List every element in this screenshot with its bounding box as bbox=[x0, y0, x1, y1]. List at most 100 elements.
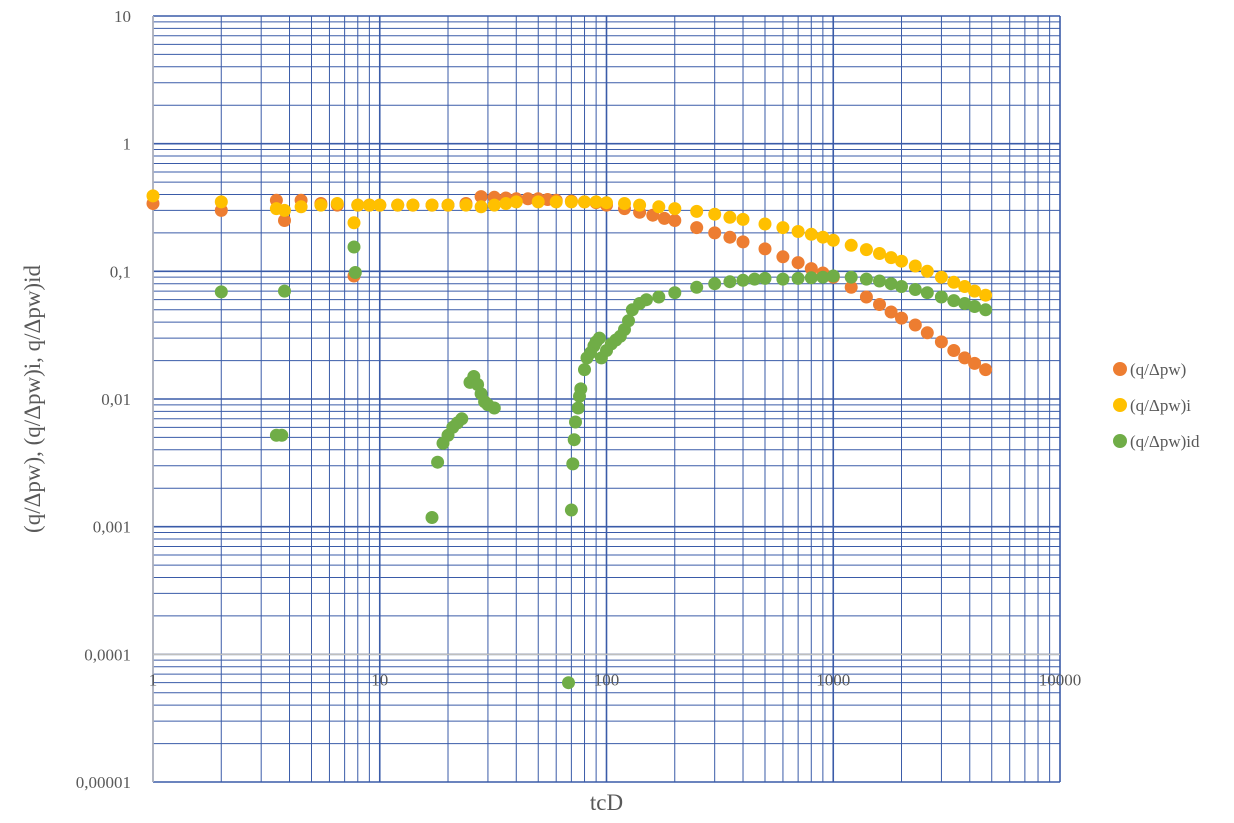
data-point bbox=[708, 207, 722, 221]
data-point bbox=[487, 401, 501, 415]
data-point bbox=[275, 428, 289, 442]
data-point bbox=[826, 233, 840, 247]
data-series bbox=[146, 189, 993, 690]
data-point bbox=[347, 240, 361, 254]
data-point bbox=[592, 331, 606, 345]
data-point bbox=[657, 211, 671, 225]
data-point bbox=[920, 264, 934, 278]
data-point bbox=[736, 273, 750, 287]
legend-label: (q/Δpw) bbox=[1130, 360, 1186, 379]
data-point bbox=[330, 197, 344, 210]
data-point bbox=[776, 221, 790, 235]
data-point bbox=[791, 271, 805, 285]
data-point bbox=[791, 225, 805, 238]
data-point bbox=[804, 227, 818, 241]
data-point bbox=[958, 351, 972, 365]
data-point bbox=[884, 305, 898, 319]
data-point bbox=[668, 202, 682, 216]
data-point bbox=[567, 433, 581, 447]
y-tick-label: 0,001 bbox=[93, 518, 131, 537]
data-point bbox=[314, 198, 328, 212]
data-point bbox=[431, 455, 445, 469]
data-point bbox=[804, 271, 818, 285]
data-point bbox=[639, 293, 653, 307]
data-point bbox=[908, 259, 922, 273]
data-point bbox=[562, 676, 575, 690]
data-point bbox=[690, 280, 704, 294]
data-point bbox=[968, 300, 982, 313]
data-point bbox=[425, 511, 439, 524]
data-point bbox=[979, 288, 993, 302]
data-point bbox=[895, 254, 908, 268]
data-point bbox=[425, 198, 439, 212]
data-point bbox=[873, 298, 886, 311]
data-point bbox=[578, 363, 591, 377]
y-tick-label: 0,01 bbox=[101, 390, 131, 409]
series-2 bbox=[146, 189, 993, 302]
x-tick-label: 10000 bbox=[1039, 670, 1082, 689]
data-point bbox=[455, 412, 469, 426]
data-point bbox=[934, 335, 948, 349]
data-point bbox=[531, 195, 545, 209]
data-point bbox=[652, 290, 666, 304]
data-point bbox=[873, 274, 886, 288]
y-tick-label: 0,0001 bbox=[84, 645, 131, 664]
data-point bbox=[459, 198, 473, 212]
data-point bbox=[748, 272, 762, 286]
data-point bbox=[968, 356, 982, 370]
data-point bbox=[564, 503, 578, 517]
x-axis-title: tcD bbox=[590, 790, 623, 815]
data-point bbox=[564, 195, 578, 209]
data-point bbox=[816, 230, 830, 244]
legend-marker bbox=[1113, 434, 1127, 448]
data-point bbox=[278, 284, 291, 298]
data-point bbox=[294, 200, 308, 214]
data-point bbox=[736, 212, 750, 226]
data-point bbox=[844, 238, 858, 252]
y-tick-label: 0,00001 bbox=[76, 773, 131, 792]
data-point bbox=[633, 198, 647, 212]
data-point bbox=[549, 195, 563, 209]
data-point bbox=[947, 275, 961, 289]
data-point bbox=[406, 198, 420, 212]
tick-labels: 10 1 0,1 0,01 0,001 0,0001 0,00001 1 10 100 1000 10… bbox=[76, 7, 1082, 792]
data-point bbox=[668, 214, 682, 227]
data-point bbox=[569, 415, 582, 429]
data-point bbox=[776, 250, 790, 264]
data-point bbox=[920, 326, 934, 340]
data-point bbox=[690, 221, 704, 235]
data-point bbox=[690, 204, 704, 218]
y-axis-title: (q/Δpw), (q/Δpw)i, q/Δpw)id bbox=[20, 265, 45, 533]
data-point bbox=[600, 196, 613, 210]
legend-marker bbox=[1113, 398, 1127, 412]
legend-label: (q/Δpw)id bbox=[1130, 432, 1200, 451]
x-tick-label: 1000 bbox=[816, 670, 850, 689]
data-point bbox=[736, 235, 750, 249]
data-point bbox=[362, 198, 376, 212]
data-point bbox=[979, 363, 993, 377]
legend: (q/Δpw) (q/Δpw)i (q/Δpw)id bbox=[1113, 360, 1200, 451]
data-point bbox=[895, 311, 908, 325]
grid bbox=[152, 15, 1061, 783]
data-point bbox=[816, 270, 830, 284]
data-point bbox=[934, 290, 948, 304]
legend-item: (q/Δpw)id bbox=[1113, 432, 1200, 451]
data-point bbox=[844, 280, 858, 294]
data-point bbox=[958, 297, 972, 310]
data-point bbox=[826, 269, 840, 283]
y-tick-label: 10 bbox=[114, 7, 131, 26]
data-point bbox=[934, 270, 948, 284]
data-point bbox=[776, 272, 790, 286]
data-point bbox=[578, 195, 591, 209]
data-point bbox=[474, 190, 488, 204]
data-point bbox=[708, 226, 722, 240]
data-point bbox=[758, 242, 772, 256]
data-point bbox=[708, 277, 722, 291]
data-point bbox=[791, 256, 805, 270]
data-point bbox=[859, 272, 873, 286]
data-point bbox=[652, 200, 666, 214]
data-point bbox=[958, 280, 972, 293]
data-point bbox=[347, 216, 361, 230]
data-point bbox=[351, 198, 365, 212]
data-point bbox=[278, 214, 291, 227]
